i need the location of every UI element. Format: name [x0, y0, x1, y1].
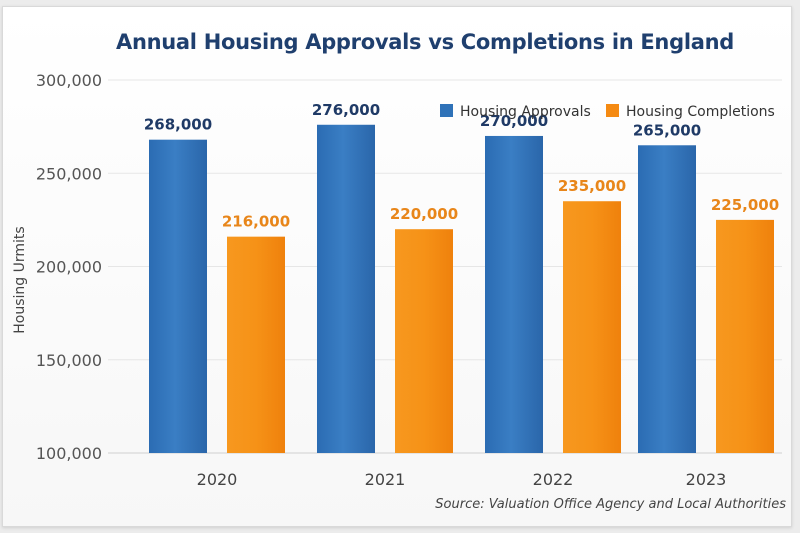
data-label-completions: 225,000: [711, 196, 779, 214]
bar-completions-2020: [227, 236, 285, 453]
legend-swatch-completions: [606, 104, 619, 117]
chart-title: Annual Housing Approvals vs Completions …: [116, 30, 734, 54]
bars: [149, 124, 774, 453]
x-tick-label: 2021: [365, 470, 406, 489]
x-tick-label: 2022: [533, 470, 574, 489]
y-axis-label: Housing Urmits: [12, 226, 28, 333]
legend: Housing Approvals Housing Completions: [440, 104, 775, 120]
bar-approvals-2023: [638, 145, 696, 453]
x-tick-label: 2020: [197, 470, 238, 489]
data-label-approvals: 276,000: [312, 101, 380, 119]
data-label-approvals: 270,000: [480, 112, 548, 130]
bar-completions-2023: [716, 219, 774, 453]
y-axis-ticks: 100,000 150,000 200,000 250,000 300,000: [36, 71, 102, 463]
data-labels: 268,000 216,000 276,000 220,000 270,000 235,0…: [144, 101, 779, 231]
data-label-approvals: 268,000: [144, 116, 212, 134]
data-label-approvals: 265,000: [633, 121, 701, 139]
bar-approvals-2022: [485, 135, 543, 453]
bar-completions-2021: [395, 229, 453, 453]
y-tick-label: 300,000: [36, 71, 102, 90]
y-tick-label: 200,000: [36, 258, 102, 277]
data-label-completions: 216,000: [222, 213, 290, 231]
legend-label-approvals: Housing Approvals: [460, 104, 591, 120]
y-tick-label: 150,000: [36, 351, 102, 370]
x-axis-ticks: 2020 2021 2022 2023: [197, 470, 727, 489]
data-label-completions: 235,000: [558, 177, 626, 195]
x-tick-label: 2023: [686, 470, 727, 489]
bar-completions-2022: [563, 201, 621, 453]
bar-approvals-2021: [317, 124, 375, 453]
legend-swatch-approvals: [440, 104, 453, 117]
source-note: Source: Valuation Office Agency and Loca…: [435, 497, 786, 512]
y-tick-label: 250,000: [36, 164, 102, 183]
y-tick-label: 100,000: [36, 444, 102, 463]
data-label-completions: 220,000: [390, 205, 458, 223]
bar-approvals-2020: [149, 139, 207, 453]
legend-label-completions: Housing Completions: [626, 104, 775, 120]
